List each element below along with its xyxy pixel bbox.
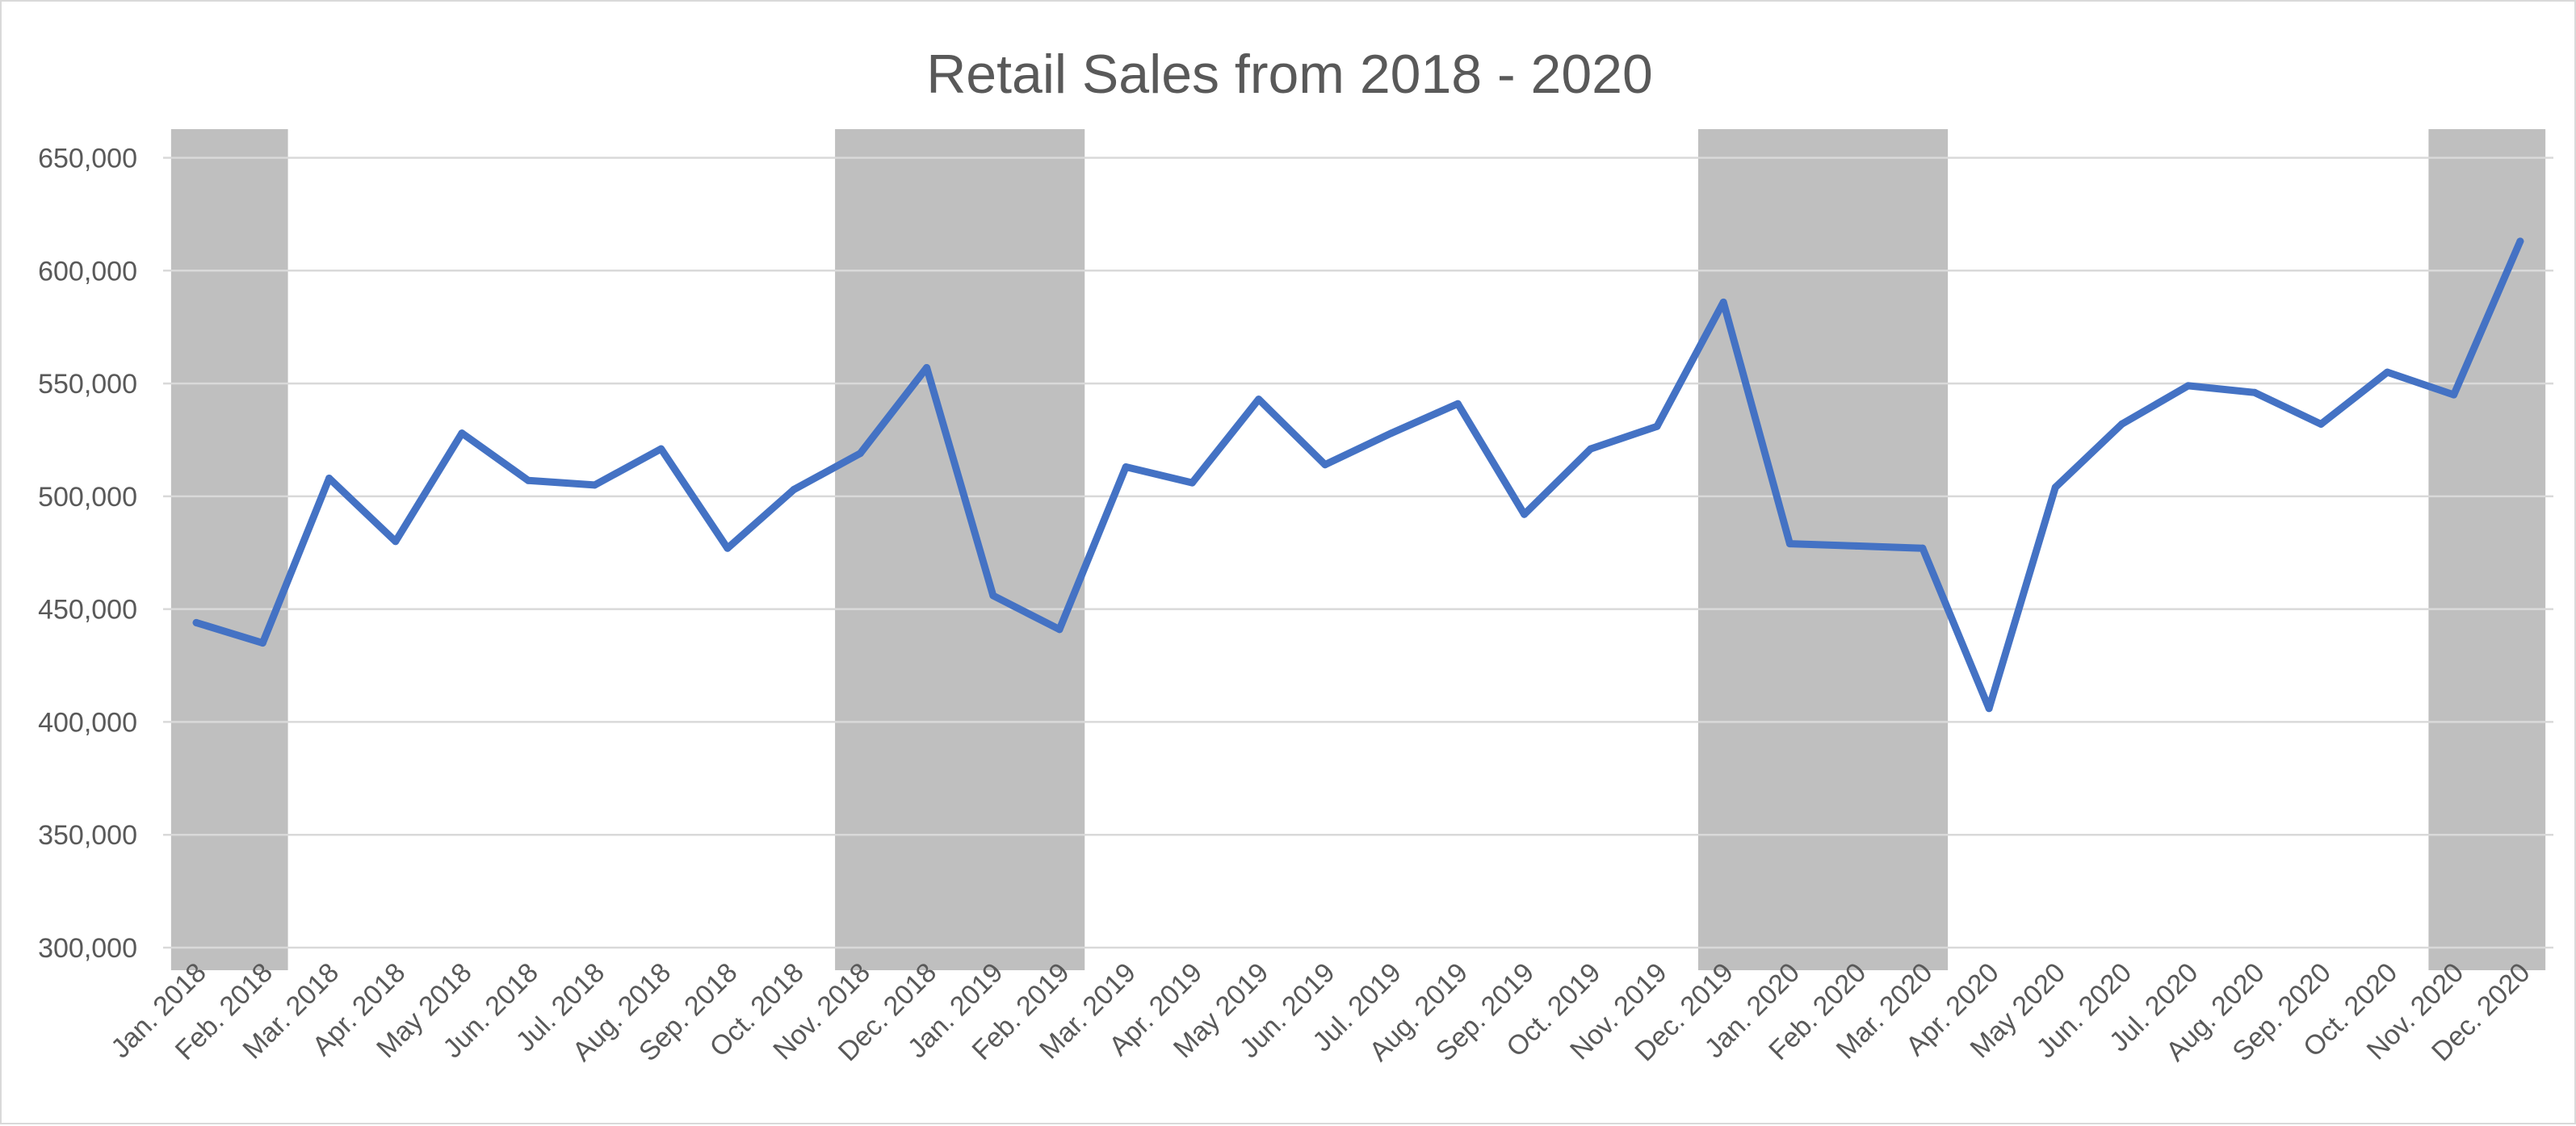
series-line	[192, 237, 2524, 713]
shaded-region-4	[2428, 129, 2546, 970]
shaded-region-1	[170, 129, 288, 970]
data-point	[657, 445, 665, 453]
y-tick-label: 650,000	[38, 144, 137, 174]
data-point	[1785, 540, 1794, 548]
data-point	[192, 618, 200, 626]
y-tick-label: 450,000	[38, 595, 137, 626]
data-point	[2383, 368, 2391, 376]
data-point	[2251, 388, 2259, 396]
data-point	[1321, 461, 1329, 469]
data-point	[392, 538, 400, 546]
chart-title: Retail Sales from 2018 - 2020	[926, 44, 1653, 105]
data-point	[1852, 542, 1861, 550]
data-point	[2184, 382, 2192, 390]
series-line-group	[192, 237, 2524, 713]
y-tick-label: 300,000	[38, 933, 137, 964]
data-point	[2317, 420, 2325, 428]
data-point	[524, 476, 532, 484]
data-point	[1122, 463, 1130, 471]
shaded-region-2	[835, 129, 1085, 970]
data-point	[1055, 626, 1064, 634]
data-point	[1255, 396, 1263, 404]
data-point	[590, 481, 598, 489]
data-point	[724, 544, 732, 552]
data-point	[1653, 422, 1661, 430]
data-point	[989, 592, 997, 600]
data-point	[1188, 479, 1196, 487]
data-point	[258, 639, 266, 647]
data-point	[1719, 298, 1727, 306]
gridlines	[163, 157, 2553, 949]
data-point	[856, 450, 864, 458]
data-point	[2516, 237, 2524, 245]
data-point	[325, 474, 334, 482]
data-point	[923, 364, 931, 372]
data-point	[2051, 483, 2059, 492]
y-tick-label: 550,000	[38, 369, 137, 400]
data-point	[2118, 420, 2126, 428]
data-point	[1454, 400, 1462, 408]
y-tick-label: 600,000	[38, 256, 137, 287]
data-point	[1919, 544, 1927, 552]
data-point	[458, 429, 466, 437]
y-axis-tick-labels: 300,000 350,000 400,000 450,000 500,000 550,0…	[38, 144, 137, 965]
data-point	[1587, 445, 1595, 453]
data-point	[1521, 510, 1529, 518]
data-point	[1387, 429, 1395, 437]
shaded-regions	[170, 129, 2546, 970]
data-point	[2450, 391, 2458, 399]
data-point	[790, 485, 798, 493]
y-tick-label: 400,000	[38, 707, 137, 738]
y-tick-label: 500,000	[38, 482, 137, 513]
y-tick-label: 350,000	[38, 820, 137, 851]
data-point	[1985, 705, 1993, 713]
